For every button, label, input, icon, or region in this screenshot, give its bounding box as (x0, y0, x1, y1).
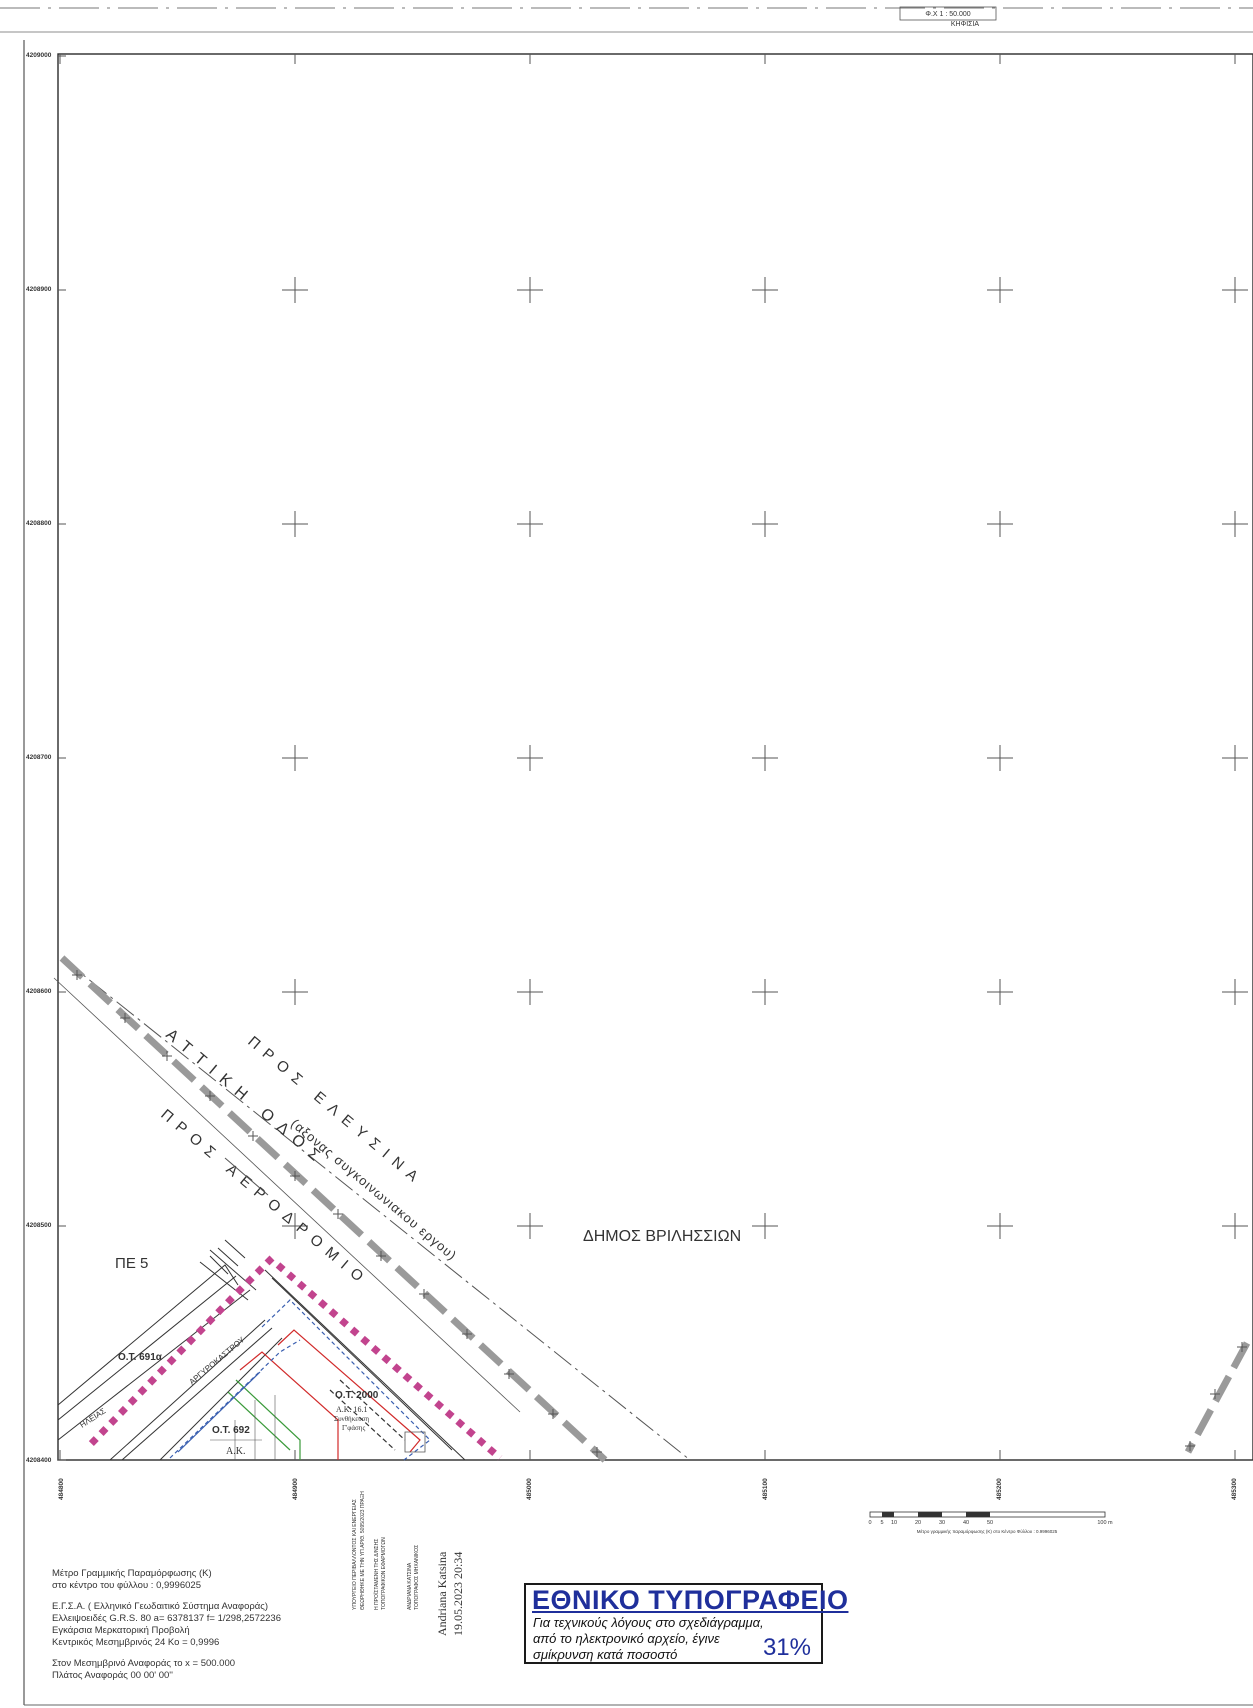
easting-labels: 484800 484900 485000 485100 485200 48530… (58, 1478, 1238, 1500)
ministry-line-4: ΤΟΠΟΓΡΑΦΙΚΩΝ ΕΦΑΡΜΟΓΩΝ (381, 1537, 387, 1610)
northing-label: 4208400 (26, 1457, 52, 1464)
scale-bar: 0 5 10 20 30 40 50 100 m Μέτρο γραμμικής… (868, 1511, 1113, 1534)
note-line: Ελλειψοειδές G.R.S. 80 a= 6378137 f= 1/2… (52, 1613, 281, 1624)
grid-crosses (58, 54, 1248, 1461)
engineer-line-2: ΤΟΠΟΓΡΑΦΟΣ ΜΗΧΑΝΙΚΟΣ (414, 1545, 420, 1610)
scale-tick: 20 (915, 1520, 921, 1526)
scale-tick: 0 (868, 1520, 871, 1526)
easting-label: 485200 (996, 1478, 1003, 1500)
sheet-scale: Φ.Χ 1 : 50.000 (925, 11, 970, 18)
note-line: Πλάτος Αναφοράς 00 00' 00'' (52, 1670, 173, 1681)
stamp-line-3: σμίκρυνση κατά ποσοστό (533, 1647, 678, 1662)
printing-office-stamp: ΕΘΝΙΚΟ ΤΥΠΟΓΡΑΦΕΙΟ Για τεχνικούς λόγους … (524, 1583, 848, 1664)
scale-tick: 50 (987, 1520, 993, 1526)
ak-label: Α.Κ. (226, 1446, 245, 1457)
ak-16-label: Α.Κ. 16.1 (336, 1405, 368, 1414)
ministry-line-1: ΥΠΟΥΡΓΕΙΟ ΠΕΡΙΒΑΛΛΟΝΤΟΣ ΚΑΙ ΕΝΕΡΓΕΙΑΣ (352, 1499, 358, 1610)
pe-label: ΠΕ 5 (115, 1255, 148, 1272)
map-frame (57, 53, 1253, 1461)
scale-tick: 30 (939, 1520, 945, 1526)
northing-label: 4209000 (26, 52, 52, 59)
urban-blocks: Ο.Τ. 691α Ο.Τ. 692 Ο.Τ. 2000 ΑΡΓΥΡΟΚΑΣΤΡ… (57, 1239, 503, 1461)
street-argyrokastrou-label: ΑΡΓΥΡΟΚΑΣΤΡΟΥ (188, 1335, 247, 1387)
note-line: Μέτρο Γραμμικής Παραμόρφωσης (Κ) (52, 1568, 212, 1579)
stamp-percent: 31% (762, 1634, 811, 1661)
ot-691a-label: Ο.Τ. 691α (118, 1352, 163, 1363)
note-line: Στον Μεσημβρινό Αναφοράς το x = 500.000 (52, 1658, 236, 1669)
scale-tick: 10 (891, 1520, 897, 1526)
ministry-line-2: ΘΕΩΡΗΘΗΚΕ ΜΕ ΤΗΝ ΥΠ.ΑΡΙΘ. 5095/2023 ΠΡΑΞ… (360, 1491, 366, 1610)
ak-16-line3: Γ'φάσης (342, 1424, 365, 1432)
ot-692-label: Ο.Τ. 692 (212, 1425, 250, 1436)
easting-label: 485100 (762, 1478, 769, 1500)
sheet-header: Φ.Χ 1 : 50.000 ΚΗΦΙΣΙΑ (0, 6, 1253, 33)
easting-label: 484900 (292, 1478, 299, 1500)
attiki-odos-axis (53, 955, 1251, 1463)
scale-tick: 5 (880, 1520, 883, 1526)
vertical-notes: ΥΠΟΥΡΓΕΙΟ ΠΕΡΙΒΑΛΛΟΝΤΟΣ ΚΑΙ ΕΝΕΡΓΕΙΑΣ ΘΕ… (352, 1491, 465, 1636)
scale-tick: 40 (963, 1520, 969, 1526)
signature-date: 19.05.2023 20:34 (451, 1552, 465, 1636)
note-line: Ε.Γ.Σ.Α. ( Ελληνικό Γεωδαιτικό Σύστημα Α… (52, 1601, 269, 1612)
easting-label: 485300 (1231, 1478, 1238, 1500)
ministry-line-3: Η ΠΡΟΪΣΤΑΜΕΝΗ ΤΗΣ Δ/ΝΣΗΣ (373, 1539, 380, 1610)
note-line: Εγκάρσια Μερκατορική Προβολή (52, 1625, 190, 1636)
engineer-line-1: ΑΝΔΡΙΑΝΑ ΚΑΤΣΙΝΑ (407, 1562, 413, 1610)
northing-label: 4208900 (26, 286, 52, 293)
northing-label: 4208600 (26, 988, 52, 995)
sheet-name: ΚΗΦΙΣΙΑ (951, 21, 980, 28)
street-ileias-label: ΗΛΕΙΑΣ (78, 1406, 107, 1429)
northing-labels: 4209000 4208900 4208800 4208700 4208600 … (26, 52, 52, 1464)
scale-caption: Μέτρο γραμμικής παραμόρφωσης (Κ) στο Κέν… (917, 1528, 1058, 1534)
dimos-label: ΔΗΜΟΣ ΒΡΙΛΗΣΣΙΩΝ (583, 1228, 741, 1245)
attiki-odos-label: ΑΤΤΙΚΗ ΟΔΟΣ (162, 1026, 329, 1170)
easting-label: 484800 (58, 1478, 65, 1500)
pros-aerodromio-label: ΠΡΟΣ ΑΕΡΟΔΡΟΜΙΟ (157, 1106, 372, 1290)
note-line: στο κέντρο του φύλλου : 0,9996025 (52, 1580, 201, 1591)
northing-label: 4208800 (26, 520, 52, 527)
ot-2000-label: Ο.Τ. 2000 (335, 1390, 379, 1401)
projection-notes: Μέτρο Γραμμικής Παραμόρφωσης (Κ) στο κέν… (52, 1568, 312, 1682)
stamp-line-1: Για τεχνικούς λόγους στο σχεδιάγραμμα, (533, 1615, 764, 1630)
stamp-title: ΕΘΝΙΚΟ ΤΥΠΟΓΡΑΦΕΙΟ (532, 1585, 849, 1615)
ak-16-line2: Συνθήκευση (334, 1415, 369, 1423)
stamp-line-2: από το ηλεκτρονικό αρχείο, έγινε (533, 1631, 720, 1646)
scale-tick: 100 m (1097, 1520, 1113, 1526)
northing-label: 4208500 (26, 1222, 52, 1229)
northing-label: 4208700 (26, 754, 52, 761)
note-line: Κεντρικός Μεσημβρινός 24 Κο = 0,9996 (52, 1637, 220, 1648)
signature-name: Andriana Katsina (435, 1551, 449, 1636)
easting-label: 485000 (526, 1478, 533, 1500)
